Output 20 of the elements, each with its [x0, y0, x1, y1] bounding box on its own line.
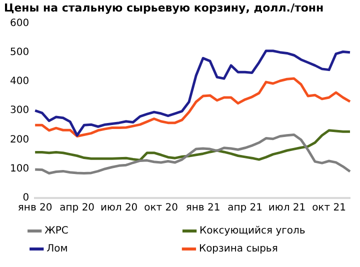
legend-label: Коксующийся уголь	[200, 226, 324, 237]
y-tick-label: 300	[10, 105, 30, 116]
y-tick-label: 200	[10, 134, 30, 146]
x-tick-label: июл 21	[268, 202, 306, 214]
x-tick-label: апр 20	[60, 202, 95, 214]
legend-label: ЖРС	[44, 226, 177, 237]
legend-label: Корзина сырья	[198, 244, 322, 255]
x-tick-label: апр 21	[228, 202, 262, 214]
y-tick-label: 600	[10, 18, 30, 29]
y-tick-label: 400	[10, 76, 30, 88]
y-tick-label: 100	[10, 163, 30, 174]
legend-label: Лом	[46, 244, 176, 255]
chart-title: Цены на стальную сырьевую корзину, долл./тонн	[4, 1, 324, 14]
y-tick-label: 0	[22, 192, 30, 204]
y-tick-label: 500	[10, 46, 30, 58]
x-tick-label: июл 20	[100, 202, 138, 214]
x-tick-label: окт 21	[312, 202, 346, 214]
x-tick-label: янв 21	[186, 202, 220, 214]
x-tick-label: окт 20	[144, 202, 178, 214]
x-tick-label: янв 20	[18, 202, 52, 214]
